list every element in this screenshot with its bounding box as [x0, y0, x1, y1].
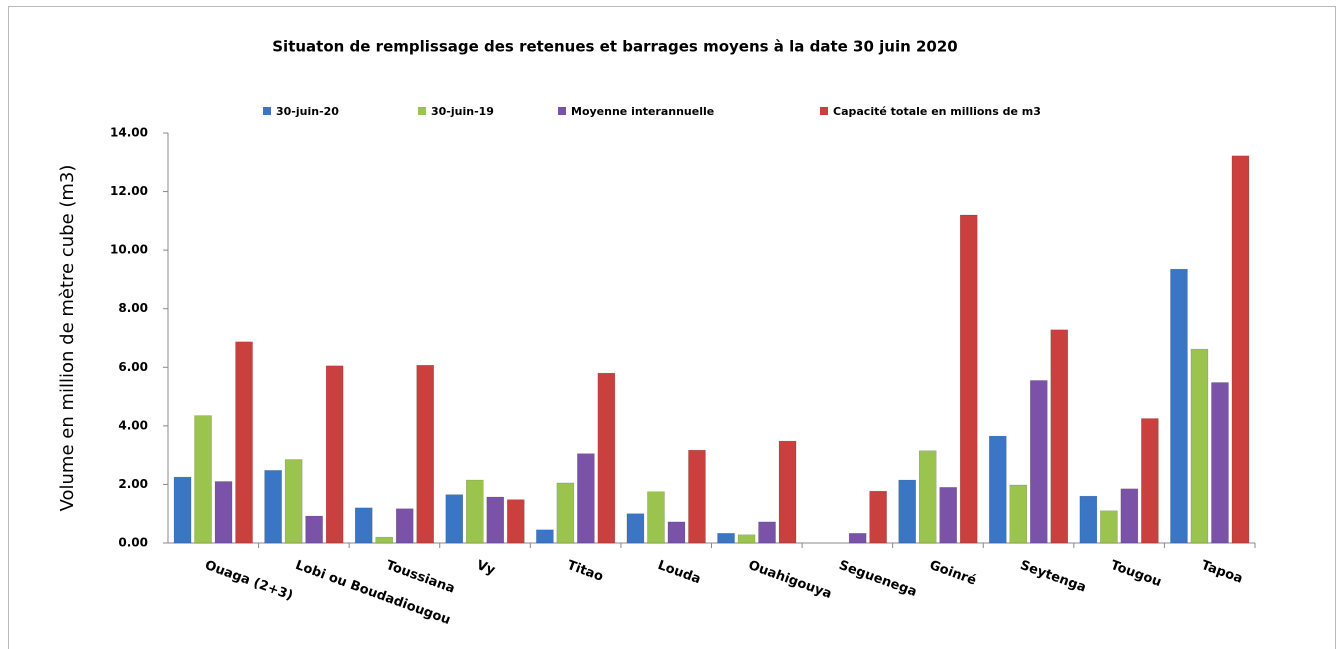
legend-swatch: [820, 107, 828, 115]
legend-swatch: [263, 107, 271, 115]
bar: [486, 496, 505, 544]
x-tick-label: Titao: [565, 558, 605, 585]
x-tick-label: Lobi ou Boudadiougou: [293, 558, 452, 628]
y-tick-label: 6.00: [118, 360, 148, 374]
bar: [717, 533, 735, 544]
bar: [445, 494, 464, 544]
x-tick-label: Goinré: [927, 558, 978, 589]
bar: [536, 529, 554, 544]
bar: [416, 364, 434, 544]
bar: [848, 533, 867, 544]
bar: [395, 508, 414, 544]
bar: [939, 487, 957, 544]
bar: [1009, 484, 1028, 544]
bar: [173, 476, 192, 544]
x-tick-label: Toussiana: [384, 558, 457, 597]
y-tick-label: 8.00: [118, 301, 148, 315]
bar: [647, 491, 665, 544]
y-tick-label: 14.00: [110, 126, 148, 140]
bar: [737, 534, 756, 544]
bar: [325, 365, 344, 544]
x-tick-label: Tapoa: [1199, 558, 1245, 587]
legend-label: 30-juin-20: [276, 105, 339, 118]
bar: [778, 440, 797, 544]
x-tick-label: Seytenga: [1018, 558, 1088, 596]
bar: [869, 490, 887, 544]
bar: [1141, 418, 1159, 544]
bar: [758, 521, 776, 544]
bar: [989, 435, 1007, 544]
legend-label: Moyenne interannuelle: [571, 105, 714, 118]
bar: [1170, 268, 1188, 544]
bar: [1100, 510, 1118, 544]
bar: [1050, 329, 1069, 544]
frame: [8, 6, 1336, 649]
bar: [1079, 495, 1098, 544]
legend-label: 30-juin-19: [431, 105, 494, 118]
y-tick-label: 10.00: [110, 243, 148, 257]
bar: [959, 214, 978, 544]
bar: [667, 521, 686, 544]
bar: [235, 341, 253, 544]
bar: [507, 499, 525, 544]
bar: [375, 536, 393, 544]
bar: [918, 450, 937, 544]
y-tick-label: 2.00: [118, 477, 148, 491]
bar: [194, 415, 212, 544]
bar: [688, 449, 706, 544]
legend-swatch: [558, 107, 566, 115]
chart-title: Situaton de remplissage des retenues et …: [272, 38, 958, 56]
bar: [1120, 488, 1139, 544]
bar: [466, 479, 484, 544]
bar: [556, 482, 575, 544]
bar: [284, 459, 303, 544]
y-axis-label: Volume en million de mètre cube (m3): [57, 165, 78, 512]
y-tick-label: 4.00: [118, 418, 148, 432]
bar: [1211, 382, 1229, 544]
x-tick-label: Ouahigouya: [746, 558, 833, 602]
bar: [1030, 380, 1048, 544]
legend-swatch: [418, 107, 426, 115]
x-tick-label: Seguenega: [837, 558, 919, 600]
bar: [305, 515, 323, 544]
bar: [597, 372, 616, 544]
bar: [264, 470, 282, 544]
x-tick-label: Ouaga (2+3): [203, 558, 295, 604]
legend-label: Capacité totale en millions de m3: [833, 105, 1041, 118]
bar: [214, 481, 233, 544]
y-tick-label: 12.00: [110, 184, 148, 198]
bar: [577, 453, 595, 544]
y-tick-label: 0.00: [118, 536, 148, 550]
bar: [626, 513, 645, 544]
x-tick-label: Vy: [474, 558, 497, 579]
bar: [898, 479, 916, 544]
bar: [354, 507, 373, 544]
x-tick-label: Louda: [656, 558, 703, 587]
bar: [1190, 348, 1209, 544]
bar: [1231, 155, 1250, 544]
x-tick-label: Tougou: [1109, 558, 1164, 590]
